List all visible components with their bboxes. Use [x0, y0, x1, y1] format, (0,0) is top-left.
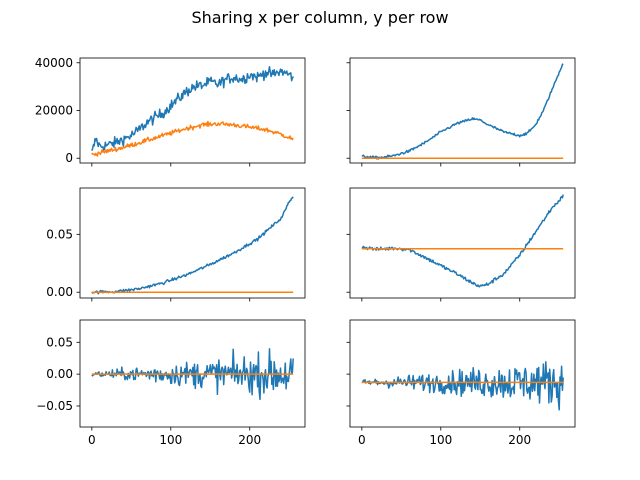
y-tick-label: 0.05 [46, 227, 73, 241]
series-line-1 [361, 361, 564, 411]
series-line-1 [361, 63, 564, 160]
axes-frame [349, 319, 576, 428]
figure-title: Sharing x per column, y per row [191, 8, 448, 27]
series-line-1 [91, 196, 294, 295]
x-tick-label: 200 [238, 433, 261, 447]
series-line-1 [361, 194, 564, 288]
axes-frame [349, 187, 576, 299]
y-tick-label: 0.05 [46, 335, 73, 349]
subplot-r2-c0: 0 100 200 −0.05 0.00 0.05 [36, 319, 306, 447]
axes-frame [349, 57, 576, 164]
series-line-1 [91, 348, 294, 401]
subplot-r2-c1: 0 100 200 [346, 319, 576, 447]
y-tick-label: 0.00 [46, 367, 73, 381]
y-tick-label: −0.05 [36, 399, 73, 413]
series-line-2 [91, 120, 294, 157]
y-tick-label: 20000 [35, 104, 73, 118]
axes-frame [79, 187, 306, 299]
axes-frame [79, 319, 306, 428]
x-tick-label: 0 [88, 433, 96, 447]
y-tick-label: 40000 [35, 56, 73, 70]
x-tick-label: 100 [429, 433, 452, 447]
y-tick-label: 0 [65, 151, 73, 165]
subplot-r0-c1 [346, 57, 576, 167]
subplot-r0-c0: 0 20000 40000 [35, 56, 306, 167]
series-line-1 [91, 66, 294, 151]
y-tick-label: 0.00 [46, 285, 73, 299]
subplot-r1-c0: 0.00 0.05 [46, 187, 306, 302]
subplot-r1-c1 [346, 187, 576, 302]
x-tick-label: 200 [508, 433, 531, 447]
x-tick-label: 100 [159, 433, 182, 447]
x-tick-label: 0 [358, 433, 366, 447]
